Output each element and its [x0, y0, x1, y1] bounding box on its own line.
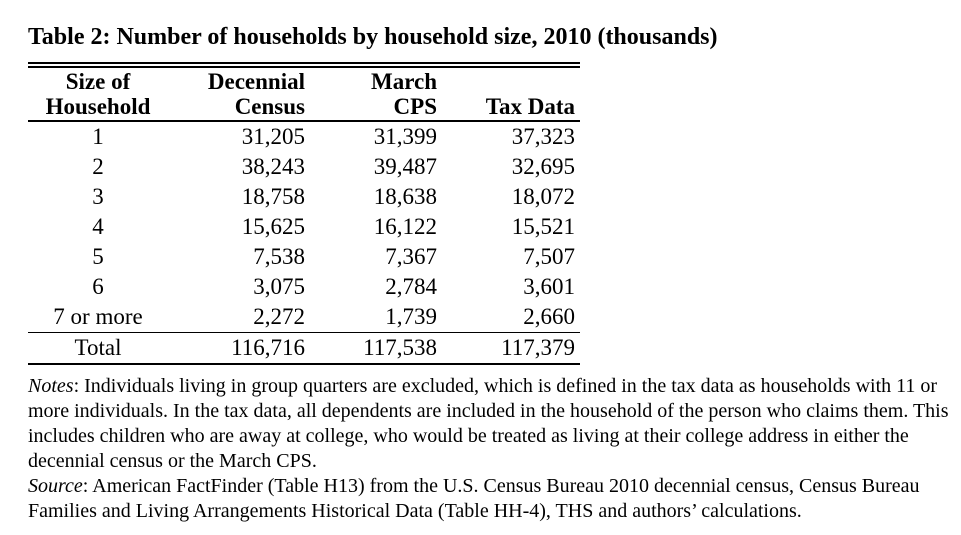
- cell-tax: 15,521: [511, 214, 575, 239]
- cell-size: 5: [92, 244, 104, 269]
- paper-page: Table 2: Number of households by househo…: [28, 24, 956, 524]
- cell-census: 18,758: [241, 184, 305, 209]
- col-header-line: Census: [234, 94, 305, 119]
- cell-size: 3: [92, 184, 104, 209]
- cell-cps: 31,399: [373, 124, 437, 149]
- table-header: Size of Household Decennial Census March…: [28, 65, 580, 122]
- cell-tax: 18,072: [511, 184, 575, 209]
- col-header-line: March: [370, 69, 437, 94]
- cell-size: 2: [92, 154, 104, 179]
- table-row-size-2: 2 38,243 39,487 32,695: [28, 152, 580, 182]
- cell-census: 31,205: [241, 124, 305, 149]
- cell-census: 15,625: [241, 214, 305, 239]
- cell-cps: 16,122: [373, 214, 437, 239]
- cell-cps: 1,739: [385, 304, 437, 329]
- cell-tax: 32,695: [511, 154, 575, 179]
- source-text: : American FactFinder (Table H13) from t…: [28, 475, 920, 522]
- cell-size: 4: [92, 214, 104, 239]
- col-header-size-of-household: Size of Household: [28, 65, 168, 122]
- cell-tax: 7,507: [523, 244, 575, 269]
- table-body: 1 31,205 31,399 37,323 2 38,243 39,487 3…: [28, 121, 580, 333]
- col-header-line: Decennial: [207, 69, 305, 94]
- table-source: Source: American FactFinder (Table H13) …: [28, 474, 956, 524]
- col-header-line: CPS: [393, 94, 437, 119]
- table-row-size-6: 6 3,075 2,784 3,601: [28, 272, 580, 302]
- col-header-decennial-census: Decennial Census: [168, 65, 310, 122]
- cell-cps: 2,784: [385, 274, 437, 299]
- source-label: Source: [28, 475, 83, 497]
- notes-text: : Individuals living in group quarters a…: [28, 375, 949, 472]
- cell-cps: 18,638: [373, 184, 437, 209]
- col-header-line: Household: [45, 94, 151, 119]
- cell-total-census: 116,716: [168, 332, 310, 364]
- table-title: Table 2: Number of households by househo…: [28, 24, 718, 50]
- cell-cps: 39,487: [373, 154, 437, 179]
- col-header-march-cps: March CPS: [310, 65, 442, 122]
- header-row: Size of Household Decennial Census March…: [28, 65, 580, 122]
- households-table: Size of Household Decennial Census March…: [28, 62, 580, 365]
- cell-tax: 37,323: [511, 124, 575, 149]
- table-row-size-1: 1 31,205 31,399 37,323: [28, 121, 580, 152]
- table-notes: Notes: Individuals living in group quart…: [28, 374, 956, 474]
- cell-total-label: Total: [28, 332, 168, 364]
- cell-census: 7,538: [253, 244, 305, 269]
- cell-census: 3,075: [253, 274, 305, 299]
- cell-size: 6: [92, 274, 104, 299]
- table-row-size-4: 4 15,625 16,122 15,521: [28, 212, 580, 242]
- col-header-line: Size of: [65, 69, 131, 94]
- table-row-size-5: 5 7,538 7,367 7,507: [28, 242, 580, 272]
- cell-census: 2,272: [253, 304, 305, 329]
- col-header-tax-data: Tax Data: [442, 65, 580, 122]
- table-row-size-7-or-more: 7 or more 2,272 1,739 2,660: [28, 302, 580, 333]
- table-footer: Total 116,716 117,538 117,379: [28, 332, 580, 364]
- cell-tax: 2,660: [523, 304, 575, 329]
- notes-block: Notes: Individuals living in group quart…: [28, 374, 956, 524]
- table-row-size-3: 3 18,758 18,638 18,072: [28, 182, 580, 212]
- cell-cps: 7,367: [385, 244, 437, 269]
- cell-tax: 3,601: [523, 274, 575, 299]
- col-header-line: Tax Data: [485, 94, 575, 119]
- notes-label: Notes: [28, 375, 74, 397]
- cell-size: 7 or more: [53, 304, 143, 329]
- table-row-total: Total 116,716 117,538 117,379: [28, 332, 580, 364]
- cell-total-cps: 117,538: [310, 332, 442, 364]
- cell-size: 1: [92, 124, 104, 149]
- cell-total-tax: 117,379: [442, 332, 580, 364]
- cell-census: 38,243: [241, 154, 305, 179]
